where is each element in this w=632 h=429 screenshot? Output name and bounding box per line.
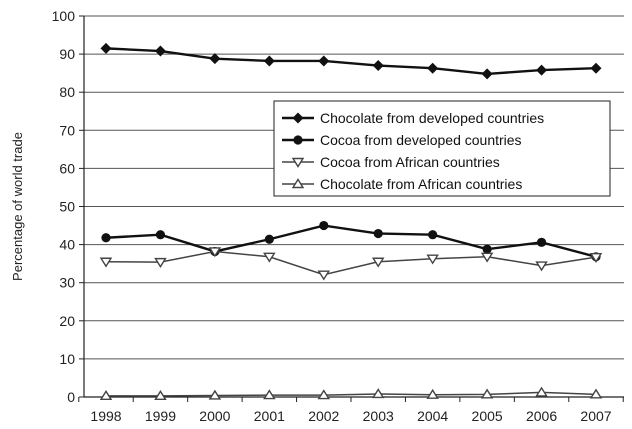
legend-swatch-marker xyxy=(291,157,305,168)
x-tick-label: 1999 xyxy=(145,408,176,424)
data-point xyxy=(209,53,221,65)
legend-swatch-marker xyxy=(292,112,304,124)
data-point xyxy=(318,55,330,67)
axes xyxy=(83,16,624,398)
legend-swatch-marker xyxy=(291,178,305,189)
data-point xyxy=(263,55,275,67)
series-line xyxy=(105,224,597,258)
data-point xyxy=(373,228,383,239)
data-point xyxy=(535,386,548,397)
legend-label: Cocoa from African countries xyxy=(320,154,500,170)
legend-label: Chocolate from developed countries xyxy=(320,110,544,126)
y-tick-label: 0 xyxy=(67,389,75,405)
data-point xyxy=(371,257,385,268)
data-point xyxy=(155,230,166,240)
data-point xyxy=(426,388,439,399)
data-point xyxy=(263,389,276,400)
data-point xyxy=(263,252,276,263)
legend-entry: Chocolate from developed countries xyxy=(282,110,544,126)
data-point xyxy=(480,252,494,263)
series-3 xyxy=(99,247,603,281)
x-tick-label: 1998 xyxy=(90,408,121,424)
y-tick-label: 10 xyxy=(59,351,75,367)
data-point xyxy=(154,257,167,268)
legend-entry: Cocoa from developed countries xyxy=(282,132,522,148)
series-4 xyxy=(99,386,603,401)
data-point xyxy=(154,45,166,57)
y-tick-label: 20 xyxy=(59,313,75,329)
data-point xyxy=(208,247,222,258)
data-point xyxy=(535,261,548,272)
y-axis-ticks: 0 10 20 30 40 50 60 70 80 90 100 xyxy=(52,8,84,405)
data-point xyxy=(100,42,112,54)
data-point xyxy=(371,388,385,399)
legend-entry: Chocolate from African countries xyxy=(282,176,522,192)
y-axis-title: Percentage of world trade xyxy=(10,132,25,281)
x-tick-label: 2001 xyxy=(254,408,285,424)
data-point xyxy=(590,62,602,74)
data-point xyxy=(589,388,603,399)
data-point xyxy=(99,390,113,401)
legend-label: Cocoa from developed countries xyxy=(320,132,522,148)
data-point xyxy=(101,233,111,243)
legend-swatch-marker xyxy=(293,135,303,145)
data-point xyxy=(481,68,493,80)
x-tick-label: 2000 xyxy=(199,408,230,424)
series-line xyxy=(106,391,597,397)
y-tick-label: 100 xyxy=(52,8,76,24)
y-tick-label: 40 xyxy=(59,237,75,253)
legend-box xyxy=(273,100,611,197)
x-axis-ticks: 1998 1999 2000 2001 2002 2003 2004 2005 2006 2007 xyxy=(78,397,624,424)
x-tick-label: 2004 xyxy=(417,408,448,424)
legend-entry: Cocoa from African countries xyxy=(282,154,500,170)
data-point xyxy=(264,234,274,244)
y-tick-label: 30 xyxy=(59,275,75,291)
x-tick-label: 2005 xyxy=(472,408,503,424)
data-point xyxy=(536,64,548,76)
series-group xyxy=(99,42,603,401)
legend: Chocolate from developed countries Cocoa … xyxy=(273,100,611,197)
y-tick-label: 50 xyxy=(59,199,75,215)
series-line xyxy=(105,250,597,276)
data-point xyxy=(589,252,603,263)
data-point xyxy=(99,257,113,268)
data-point xyxy=(317,389,331,400)
series-1 xyxy=(100,42,602,80)
data-point xyxy=(372,60,384,72)
x-tick-label: 2002 xyxy=(308,408,339,424)
y-tick-label: 80 xyxy=(59,84,75,100)
data-point xyxy=(480,388,494,399)
data-point xyxy=(319,220,329,231)
data-point xyxy=(482,244,492,254)
y-tick-label: 70 xyxy=(59,122,75,138)
data-point xyxy=(317,270,331,281)
series-line xyxy=(105,47,597,76)
x-tick-label: 2007 xyxy=(580,408,611,424)
data-point xyxy=(427,62,439,74)
data-point xyxy=(154,390,167,401)
y-tick-label: 60 xyxy=(59,160,75,176)
x-tick-label: 2003 xyxy=(363,408,394,424)
data-point xyxy=(536,237,547,247)
data-point xyxy=(426,254,439,265)
data-point xyxy=(208,389,222,400)
data-point xyxy=(428,230,438,240)
x-tick-label: 2006 xyxy=(526,408,557,424)
y-tick-label: 90 xyxy=(59,46,75,62)
series-2 xyxy=(101,220,601,262)
legend-label: Chocolate from African countries xyxy=(320,176,522,192)
